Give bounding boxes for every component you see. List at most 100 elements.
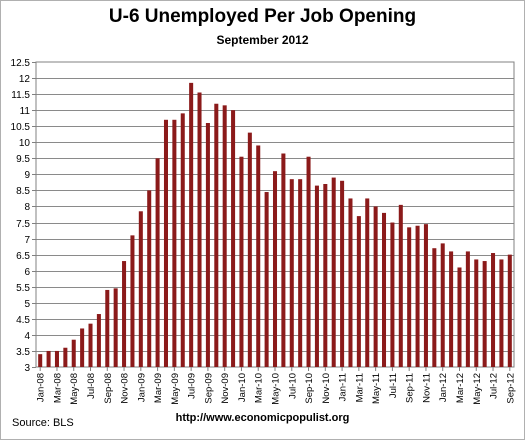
bar-apr-12 [465, 251, 470, 367]
x-tick-label: Jul-09 [187, 373, 198, 399]
source-url: http://www.economicpopulist.org [175, 412, 350, 424]
x-tick-label: May-10 [271, 373, 282, 405]
y-tick-label: 3.5 [16, 347, 30, 358]
x-tick-label: Sep-12 [505, 373, 516, 404]
y-tick-label: 9 [24, 170, 30, 181]
x-tick-label: Nov-10 [321, 373, 332, 404]
x-tick-label: Nov-11 [421, 373, 432, 403]
bar-apr-09 [163, 119, 168, 367]
bar-nov-11 [423, 224, 428, 367]
bar-aug-11 [398, 204, 403, 367]
bar-dec-11 [432, 248, 437, 367]
y-tick-label: 8.5 [16, 186, 30, 197]
y-tick-label: 7 [24, 235, 30, 246]
x-tick-label: May-11 [371, 373, 382, 404]
bar-aug-10 [298, 179, 303, 367]
x-tick-label: May-08 [69, 373, 80, 405]
y-tick-label: 10 [19, 138, 31, 149]
bar-may-10 [272, 171, 278, 367]
x-tick-label: Sep-11 [405, 373, 416, 403]
bar-jul-09 [189, 82, 194, 368]
bar-jul-10 [289, 179, 294, 367]
bar-sep-09 [205, 123, 210, 367]
bar-mar-12 [457, 267, 462, 367]
bar-feb-10 [247, 132, 252, 367]
bar-may-11 [373, 206, 378, 367]
bar-may-08 [71, 339, 76, 367]
bar-apr-08 [63, 347, 68, 367]
bar-oct-10 [314, 185, 319, 367]
y-tick-label: 4.5 [16, 315, 30, 326]
bar-jan-12 [440, 243, 445, 367]
bar-sep-10 [306, 156, 311, 367]
y-tick-label: 11.5 [11, 90, 30, 101]
bar-mar-09 [155, 158, 160, 367]
x-tick-label: Mar-12 [455, 373, 466, 403]
bar-aug-12 [499, 259, 504, 367]
x-tick-label: Jan-08 [36, 373, 47, 402]
x-tick-label: Sep-08 [103, 373, 114, 404]
bar-jun-10 [281, 153, 286, 367]
bar-oct-09 [214, 103, 219, 368]
x-tick-label: Mar-08 [52, 373, 63, 403]
x-tick-label: Jan-09 [136, 373, 147, 402]
x-tick-label: Jul-08 [86, 373, 97, 399]
bar-feb-11 [348, 198, 353, 367]
bar-may-09 [172, 119, 177, 367]
y-tick-label: 8 [24, 202, 30, 213]
bar-aug-08 [96, 314, 101, 367]
chart-title: U-6 Unemployed Per Job Opening [108, 6, 417, 27]
y-tick-label: 6.5 [16, 251, 30, 262]
y-tick-labels: 3 3.5 4 4.5 5 5.5 6 6.5 7 7.5 8 8.5 9 9.5 10 10.5 11 11.5… [11, 58, 31, 374]
bar-jun-09 [180, 113, 185, 368]
y-tick-label: 4 [24, 331, 30, 342]
bar-jul-08 [88, 323, 93, 367]
source-note: Source: BLS [12, 417, 74, 429]
bar-feb-12 [449, 251, 454, 367]
y-tick-label: 5 [24, 299, 30, 310]
bar-oct-11 [415, 225, 420, 367]
bar-sep-11 [407, 227, 412, 367]
bar-jan-08 [38, 354, 43, 367]
x-tick-label: Mar-10 [254, 373, 265, 403]
bar-jul-12 [491, 253, 496, 367]
x-tick-label: Jul-11 [388, 373, 399, 398]
bar-mar-08 [54, 350, 59, 367]
bar-nov-09 [222, 105, 227, 367]
x-tick-label: Nov-08 [120, 373, 131, 404]
x-tick-label: May-12 [472, 373, 483, 405]
bar-mar-10 [256, 145, 261, 367]
bar-may-12 [474, 259, 479, 367]
x-tick-label: Sep-10 [304, 373, 315, 404]
bar-mar-11 [356, 216, 361, 367]
bar-sep-08 [105, 289, 110, 367]
x-tick-label: Jul-12 [489, 373, 500, 399]
bar-jan-11 [340, 180, 345, 367]
y-tick-label: 10.5 [11, 122, 31, 133]
x-tick-label: Sep-09 [203, 373, 214, 404]
y-tick-label: 5.5 [16, 283, 30, 294]
bar-nov-10 [323, 184, 328, 367]
x-tick-label: Jan-10 [237, 373, 248, 402]
bar-nov-08 [122, 261, 127, 367]
bar-dec-10 [331, 177, 336, 367]
y-tick-label: 3 [24, 363, 30, 374]
bar-feb-08 [46, 350, 51, 367]
bar-jun-11 [382, 212, 387, 367]
bar-oct-08 [113, 288, 118, 367]
bar-feb-09 [147, 190, 152, 367]
bar-dec-09 [231, 110, 236, 367]
bar-dec-08 [130, 235, 135, 367]
x-tick-label: Mar-11 [354, 373, 365, 402]
bars [38, 82, 512, 368]
x-tick-label: Jan-11 [338, 373, 349, 401]
bar-apr-10 [264, 192, 269, 367]
y-tick-label: 7.5 [16, 219, 30, 230]
x-tick-label: Jul-10 [287, 373, 298, 399]
bar-jan-10 [239, 156, 244, 367]
bar-jul-11 [390, 222, 395, 367]
bar-aug-09 [197, 92, 202, 367]
chart-subtitle: September 2012 [216, 33, 309, 47]
bar-jun-12 [482, 261, 487, 367]
